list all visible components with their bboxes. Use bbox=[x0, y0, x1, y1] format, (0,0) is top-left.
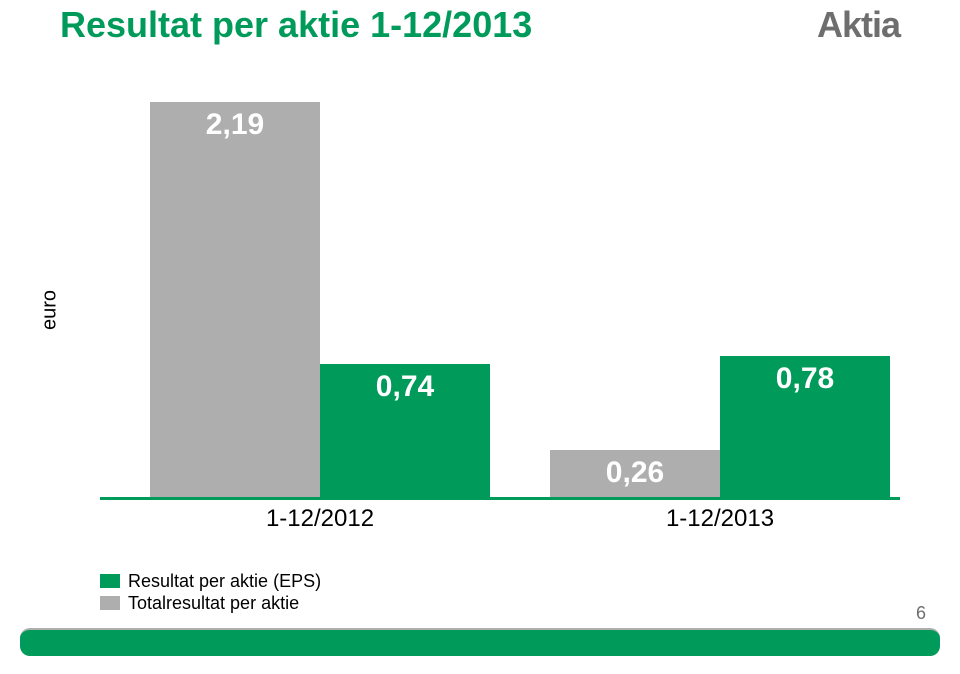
legend-label: Resultat per aktie (EPS) bbox=[128, 571, 321, 592]
legend-swatch bbox=[100, 596, 120, 610]
legend-label: Totalresultat per aktie bbox=[128, 593, 299, 614]
y-axis-label: euro bbox=[39, 290, 62, 330]
bar-value-label: 2,19 bbox=[150, 108, 320, 142]
slide: Resultat per aktie 1-12/2013 Aktia euro … bbox=[0, 0, 960, 674]
bar-value-label: 0,78 bbox=[720, 362, 890, 396]
bar-value-label: 0,74 bbox=[320, 370, 490, 404]
x-axis-tick-label: 1-12/2013 bbox=[600, 505, 840, 533]
x-axis-tick-label: 1-12/2012 bbox=[200, 505, 440, 533]
brand-logo: Aktia bbox=[817, 4, 900, 46]
chart-bar: 0,74 bbox=[320, 364, 490, 497]
legend-item: Resultat per aktie (EPS) bbox=[100, 570, 321, 592]
legend-item: Totalresultat per aktie bbox=[100, 592, 321, 614]
chart-plot-area: 2,19 0,74 0,26 0,78 bbox=[100, 80, 900, 500]
eps-chart: euro 2,190,740,260,78 1-12/20121-12/2013 bbox=[60, 80, 900, 540]
x-axis-labels: 1-12/2012 1-12/2013 bbox=[100, 505, 900, 535]
legend-swatch bbox=[100, 574, 120, 588]
chart-bar: 0,26 bbox=[550, 450, 720, 497]
x-axis-line bbox=[100, 497, 900, 500]
chart-bar: 2,19 bbox=[150, 102, 320, 497]
chart-bar: 0,78 bbox=[720, 356, 890, 497]
chart-legend: Resultat per aktie (EPS)Totalresultat pe… bbox=[100, 570, 321, 614]
page-number: 6 bbox=[916, 603, 926, 624]
bar-value-label: 0,26 bbox=[550, 456, 720, 490]
page-title: Resultat per aktie 1-12/2013 bbox=[60, 4, 532, 46]
footer-bar bbox=[20, 628, 940, 656]
